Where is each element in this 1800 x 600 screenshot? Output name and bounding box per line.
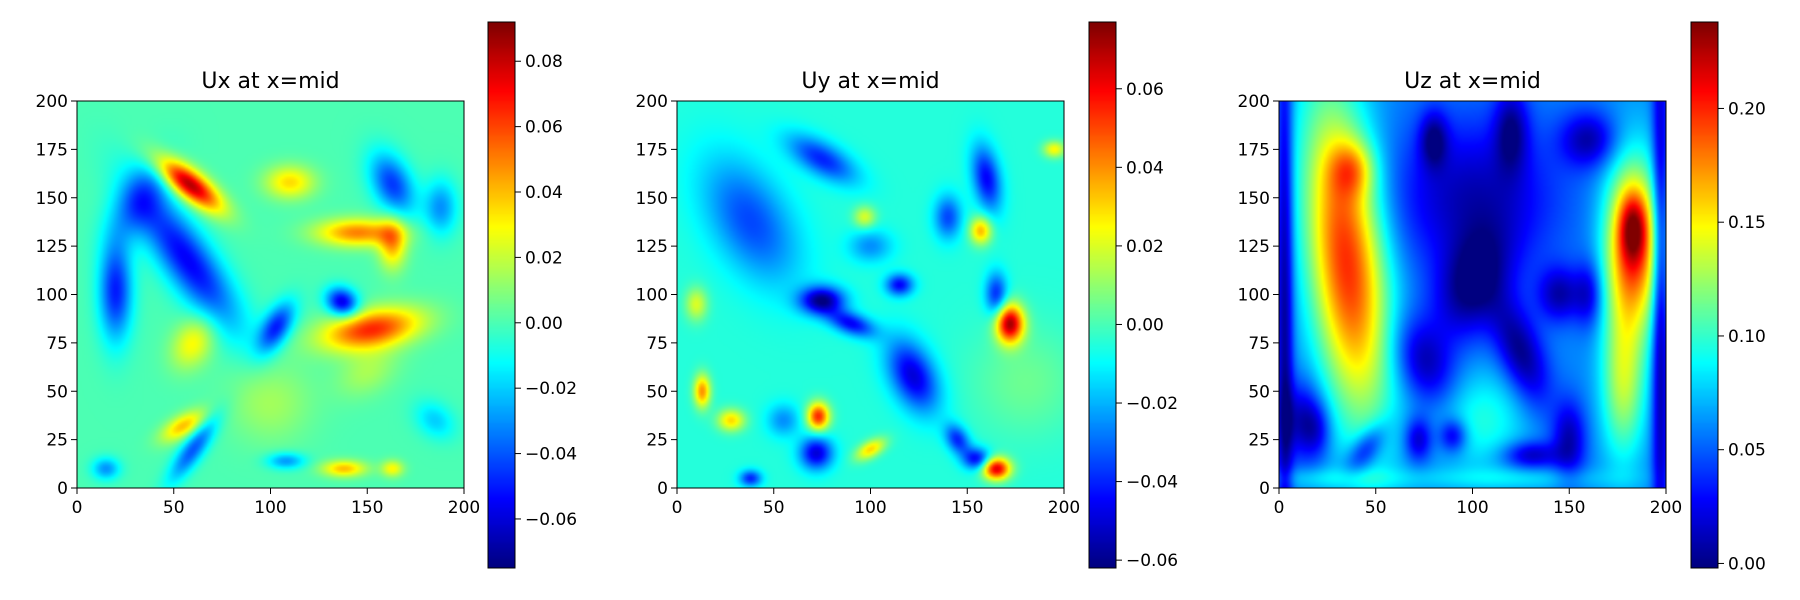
heatmap-image-2 xyxy=(677,101,1064,488)
y-tick-label: 200 xyxy=(1238,92,1270,112)
x-tick-label: 0 xyxy=(72,498,83,518)
colorbar-2 xyxy=(1089,22,1116,568)
x-tick-label: 150 xyxy=(951,498,983,518)
colorbar-tick-label: 0.15 xyxy=(1728,213,1766,233)
y-tick-label: 175 xyxy=(1238,140,1270,160)
y-tick-label: 100 xyxy=(36,286,68,306)
y-tick-label: 100 xyxy=(636,286,668,306)
chart-title-2: Uy at x=mid xyxy=(801,69,939,94)
x-tick-label: 150 xyxy=(351,498,383,518)
colorbar-frame-2 xyxy=(1088,21,1117,569)
y-tick-label: 75 xyxy=(1248,334,1270,354)
colorbar-tick-label: 0.06 xyxy=(525,118,563,138)
colorbar-tick-label: 0.00 xyxy=(525,314,563,334)
colorbar-tick-label: −0.02 xyxy=(525,379,577,399)
colorbar-tick-label: 0.04 xyxy=(1126,158,1164,178)
colorbar-1 xyxy=(488,22,515,568)
colorbar-tick-label: −0.04 xyxy=(525,445,577,465)
y-tick-label: 0 xyxy=(1259,479,1270,499)
x-tick-label: 200 xyxy=(1048,498,1080,518)
colorbar-tick-label: −0.06 xyxy=(1126,551,1178,571)
y-tick-label: 0 xyxy=(57,479,68,499)
y-tick-label: 200 xyxy=(36,92,68,112)
y-tick-label: 75 xyxy=(46,334,68,354)
y-tick-label: 0 xyxy=(657,479,668,499)
x-tick-label: 50 xyxy=(1365,498,1387,518)
y-tick-label: 150 xyxy=(1238,189,1270,209)
x-tick-label: 200 xyxy=(448,498,480,518)
colorbar-tick-label: −0.04 xyxy=(1126,473,1178,493)
x-tick-label: 50 xyxy=(163,498,185,518)
y-tick-label: 50 xyxy=(646,382,668,402)
colorbar-tick-label: 0.20 xyxy=(1728,99,1766,119)
colorbar-tick-label: 0.02 xyxy=(525,248,563,268)
colorbar-tick-label: 0.04 xyxy=(525,183,563,203)
y-tick-label: 25 xyxy=(46,431,68,451)
colorbar-tick-label: 0.08 xyxy=(525,52,563,72)
colorbar-3 xyxy=(1691,22,1718,568)
colorbar-tick-label: −0.02 xyxy=(1126,394,1178,414)
colorbar-tick-label: 0.06 xyxy=(1126,80,1164,100)
chart-title-1: Ux at x=mid xyxy=(201,69,339,94)
colorbar-tick-label: 0.10 xyxy=(1728,327,1766,347)
heatmap-image-3 xyxy=(1279,101,1666,488)
chart-panel-3: Uz at x=mid 0 50 100 150 200 0 25 50 75 100 125 150 1… xyxy=(1238,21,1766,574)
colorbar-tick-label: 0.02 xyxy=(1126,237,1164,257)
y-tick-label: 75 xyxy=(646,334,668,354)
y-tick-label: 50 xyxy=(1248,382,1270,402)
colorbar-frame-3 xyxy=(1690,21,1719,569)
x-tick-label: 50 xyxy=(763,498,785,518)
colorbar-tick-label: 0.00 xyxy=(1728,554,1766,574)
x-tick-label: 100 xyxy=(1456,498,1488,518)
y-tick-label: 175 xyxy=(36,140,68,160)
y-tick-label: 100 xyxy=(1238,286,1270,306)
y-tick-label: 200 xyxy=(636,92,668,112)
y-tick-label: 175 xyxy=(636,140,668,160)
x-tick-label: 150 xyxy=(1553,498,1585,518)
colorbar-tick-label: 0.05 xyxy=(1728,441,1766,461)
y-tick-label: 125 xyxy=(36,237,68,257)
y-tick-label: 125 xyxy=(636,237,668,257)
x-tick-label: 100 xyxy=(854,498,886,518)
chart-panel-2: Uy at x=mid 0 50 100 150 200 0 25 50 75 100 125 150 1… xyxy=(636,21,1178,571)
y-tick-label: 25 xyxy=(646,431,668,451)
y-tick-label: 25 xyxy=(1248,431,1270,451)
y-tick-label: 50 xyxy=(46,382,68,402)
y-tick-label: 125 xyxy=(1238,237,1270,257)
chart-title-3: Uz at x=mid xyxy=(1404,69,1541,94)
colorbar-frame-1 xyxy=(487,21,516,569)
colorbar-tick-label: 0.00 xyxy=(1126,315,1164,335)
x-tick-label: 0 xyxy=(672,498,683,518)
heatmap-image-1 xyxy=(77,101,464,488)
x-tick-label: 100 xyxy=(254,498,286,518)
chart-panel-1: Ux at x=mid 0 50 100 150 200 0 25 50 75 100 125 150 1… xyxy=(36,21,577,569)
x-tick-label: 200 xyxy=(1650,498,1682,518)
colorbar-tick-label: −0.06 xyxy=(525,510,577,530)
y-tick-label: 150 xyxy=(636,189,668,209)
x-tick-label: 0 xyxy=(1274,498,1285,518)
y-tick-label: 150 xyxy=(36,189,68,209)
